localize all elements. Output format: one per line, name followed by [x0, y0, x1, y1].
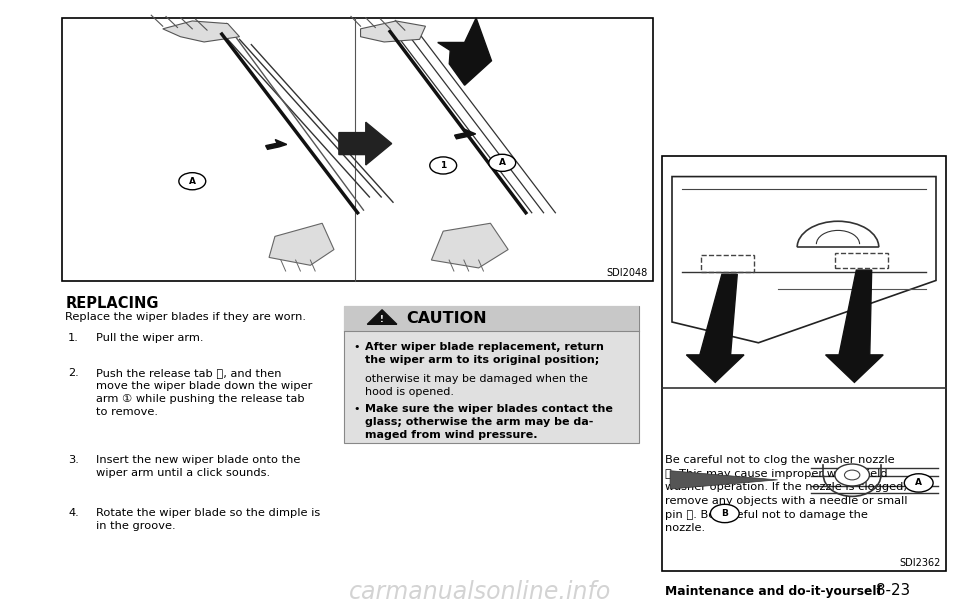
Text: 2.: 2. — [68, 368, 79, 378]
Polygon shape — [368, 310, 396, 324]
Text: Insert the new wiper blade onto the
wiper arm until a click sounds.: Insert the new wiper blade onto the wipe… — [96, 455, 300, 478]
Circle shape — [489, 154, 516, 171]
Polygon shape — [455, 129, 476, 139]
Circle shape — [179, 173, 205, 190]
Bar — [344, 306, 639, 443]
Text: Push the release tab Ⓐ, and then
move the wiper blade down the wiper
arm ① while: Push the release tab Ⓐ, and then move th… — [96, 368, 312, 417]
Text: 4.: 4. — [68, 508, 79, 518]
Text: Rotate the wiper blade so the dimple is
in the groove.: Rotate the wiper blade so the dimple is … — [96, 508, 321, 530]
Text: carmanualsonline.info: carmanualsonline.info — [348, 580, 612, 604]
Text: B: B — [721, 509, 729, 518]
Polygon shape — [826, 270, 883, 382]
Text: •: • — [353, 342, 360, 352]
Bar — [344, 306, 639, 331]
Polygon shape — [339, 122, 392, 165]
Text: Replace the wiper blades if they are worn.: Replace the wiper blades if they are wor… — [65, 312, 306, 321]
Bar — [701, 255, 754, 272]
Text: SDI2048: SDI2048 — [607, 268, 648, 278]
Polygon shape — [361, 21, 425, 42]
Polygon shape — [438, 18, 492, 85]
Text: A: A — [189, 177, 196, 186]
Polygon shape — [431, 223, 508, 268]
Circle shape — [845, 470, 860, 480]
Text: Be careful not to clog the washer nozzle
Ⓐ. This may cause improper windshield
w: Be careful not to clog the washer nozzle… — [665, 455, 908, 533]
Circle shape — [430, 157, 457, 174]
Polygon shape — [686, 274, 744, 382]
Polygon shape — [163, 21, 240, 42]
Bar — [835, 253, 888, 268]
Text: CAUTION: CAUTION — [406, 311, 487, 326]
Circle shape — [710, 504, 739, 522]
Text: A: A — [915, 478, 923, 488]
Text: Pull the wiper arm.: Pull the wiper arm. — [96, 333, 204, 343]
Bar — [662, 156, 946, 571]
Text: !: ! — [380, 315, 384, 324]
Text: After wiper blade replacement, return
the wiper arm to its original position;: After wiper blade replacement, return th… — [365, 342, 604, 365]
Polygon shape — [672, 177, 936, 343]
Text: Maintenance and do-it-yourself: Maintenance and do-it-yourself — [665, 585, 882, 598]
Circle shape — [904, 474, 933, 492]
Bar — [62, 18, 653, 281]
Text: 8‑23: 8‑23 — [876, 582, 910, 598]
Text: REPLACING: REPLACING — [65, 296, 158, 312]
Text: SDI2362: SDI2362 — [900, 558, 941, 568]
Polygon shape — [670, 470, 778, 489]
Text: otherwise it may be damaged when the
hood is opened.: otherwise it may be damaged when the hoo… — [365, 374, 588, 397]
Text: 1.: 1. — [68, 333, 79, 343]
Polygon shape — [266, 139, 287, 149]
Text: A: A — [499, 158, 506, 167]
Text: 1: 1 — [440, 161, 446, 170]
Text: •: • — [353, 404, 360, 414]
Text: Make sure the wiper blades contact the
glass; otherwise the arm may be da-
maged: Make sure the wiper blades contact the g… — [365, 404, 612, 440]
Circle shape — [835, 464, 870, 486]
Text: 3.: 3. — [68, 455, 79, 465]
Polygon shape — [269, 223, 334, 265]
